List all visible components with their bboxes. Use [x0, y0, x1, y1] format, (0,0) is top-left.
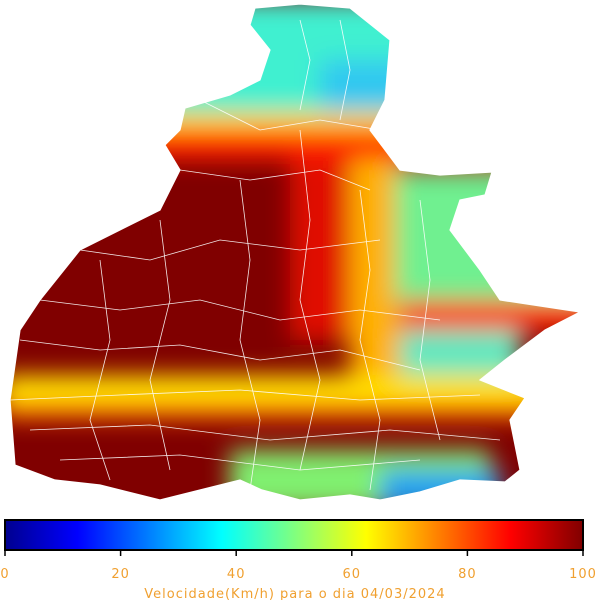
colorbar — [4, 519, 584, 551]
colorbar-tick-label: 0 — [0, 567, 9, 582]
colorbar-tick-label: 100 — [569, 567, 597, 582]
colorbar-tick-label: 60 — [343, 567, 362, 582]
colorbar-label: Velocidade(Km/h) para o dia 04/03/2024 — [144, 587, 445, 600]
municipal-borders — [9, 19, 501, 491]
colorbar-tick-label: 40 — [227, 567, 246, 582]
colorbar-tick-label: 20 — [111, 567, 130, 582]
wind-field — [10, 4, 580, 500]
colorbar-gradient — [4, 519, 584, 551]
colorbar-tick-label: 80 — [458, 567, 477, 582]
